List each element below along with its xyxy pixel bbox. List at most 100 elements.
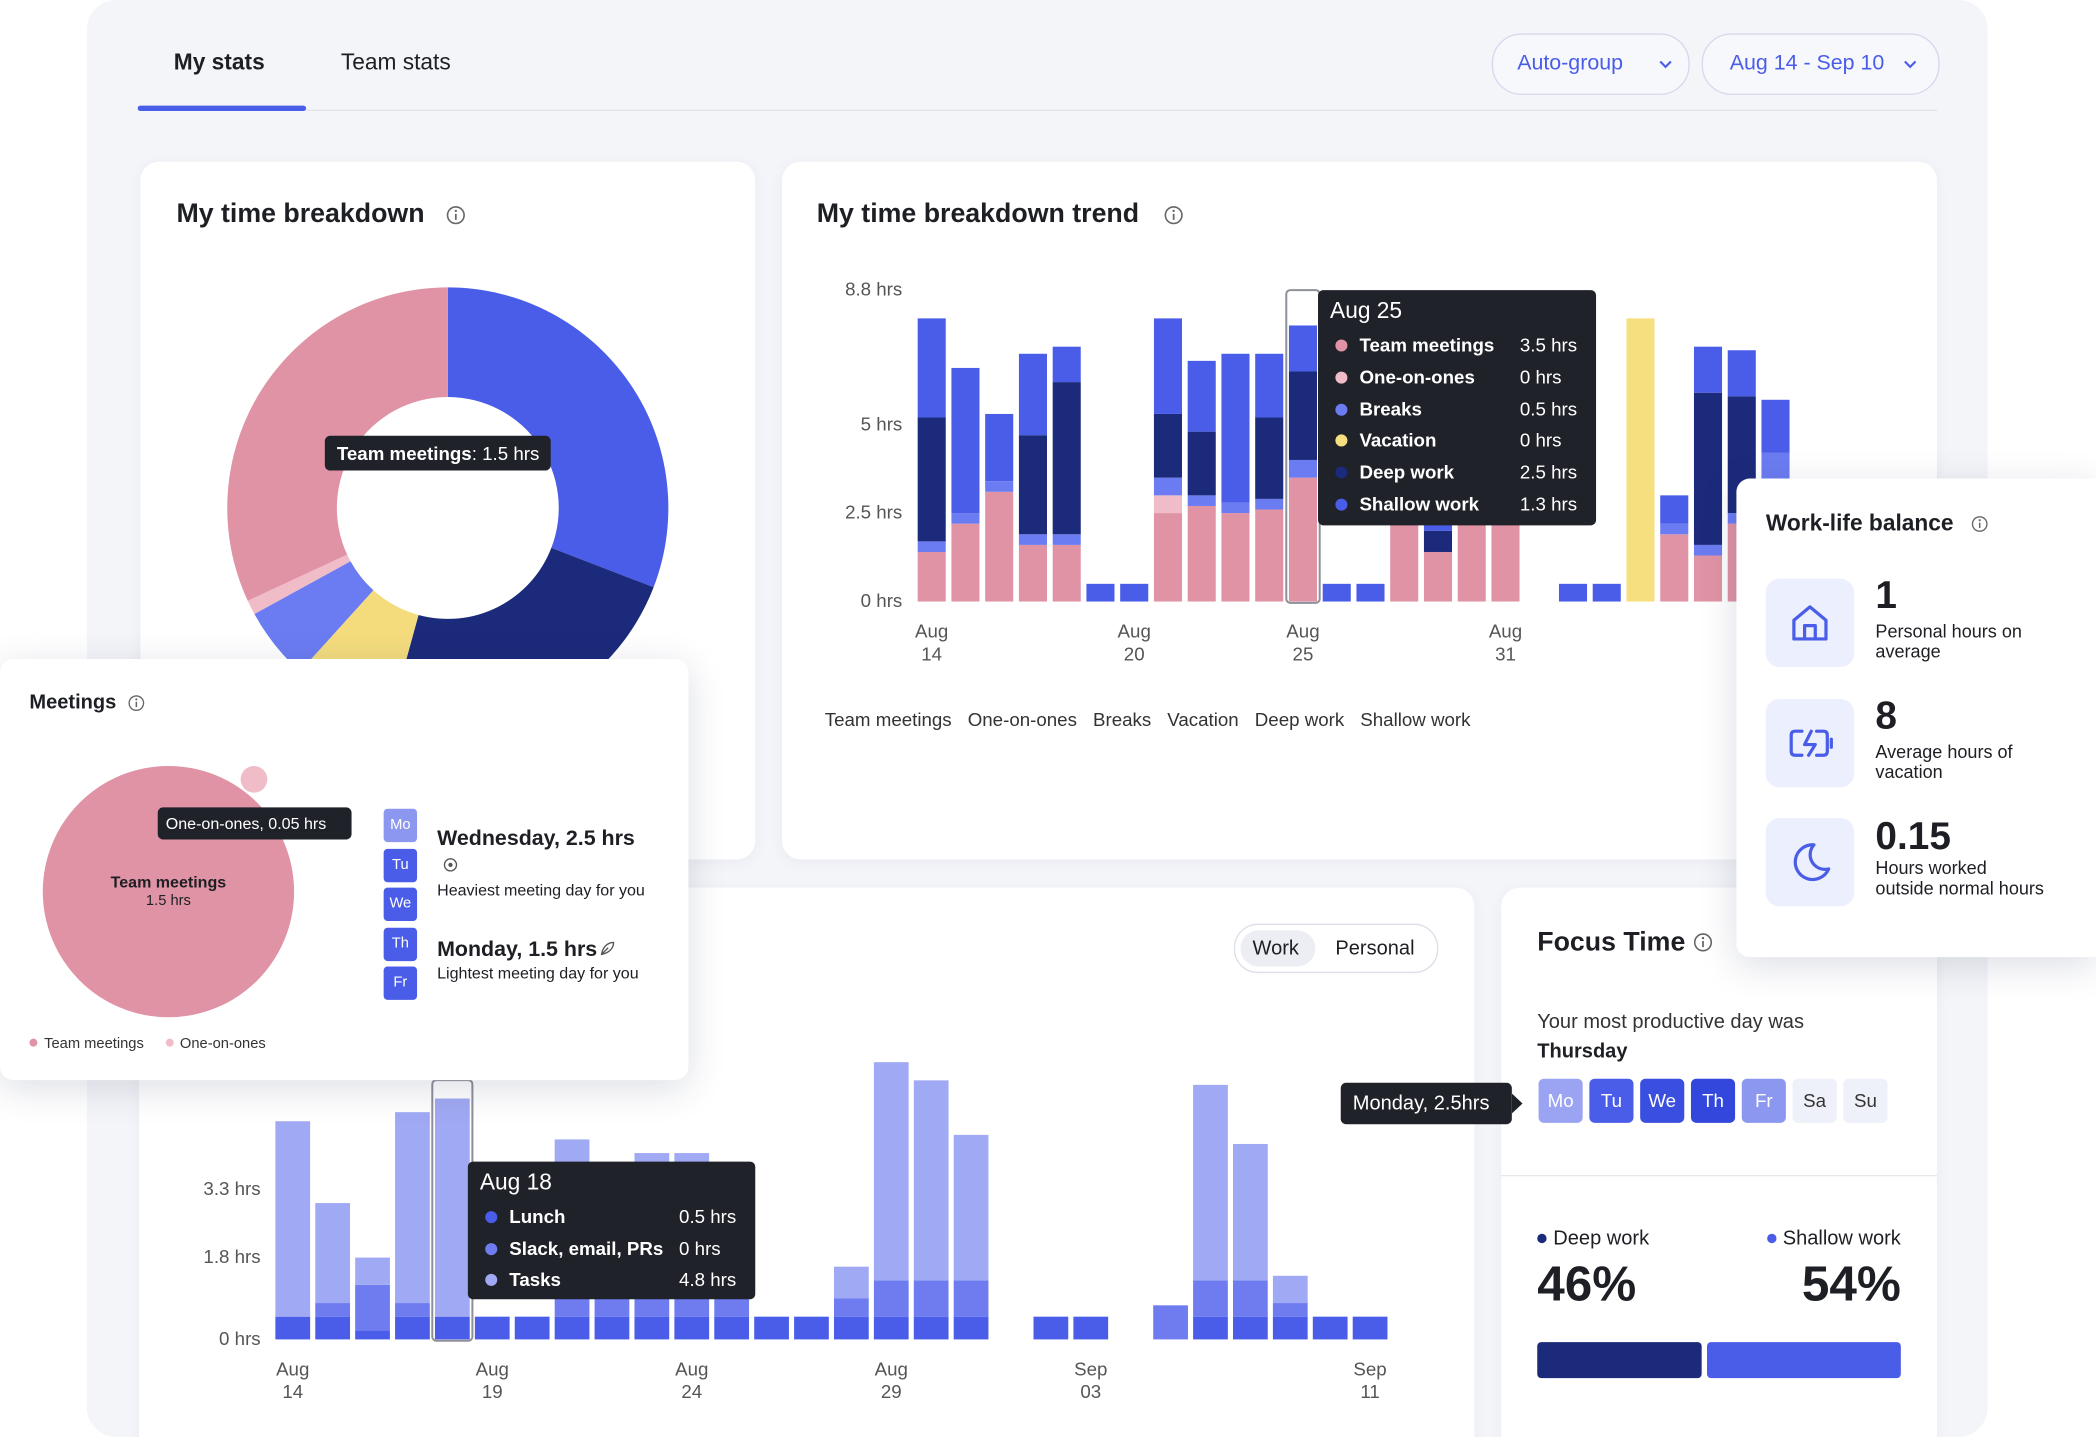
bar-segment [951,513,980,524]
tooltip-label: Team meetings [336,442,472,464]
tooltip-swatch [1335,403,1348,416]
bar-segment [1187,360,1216,432]
chevron [1904,60,1917,69]
bar-segment [985,413,1014,482]
tooltip-swatch [1335,466,1348,479]
bar-segment [1592,583,1621,602]
legend: Team meetings One-on-ones Breaks Vacation De… [825,708,1471,729]
bar-segment [1221,353,1250,503]
bar-segment [1255,353,1284,418]
day-chip: Fr [383,966,418,1001]
bar-segment [873,1280,909,1317]
bar-segment [714,1316,750,1340]
legend-label: Deep work [1254,708,1345,730]
filter-button[interactable]: Auto-group [1491,33,1690,95]
day-chip: Mo [383,808,418,843]
info-icon [1164,206,1183,225]
toggle-option[interactable]: Work [1252,937,1299,960]
icon [600,941,615,956]
icon-box [1765,818,1855,907]
bar-segment [1153,513,1183,602]
bar-segment [1288,459,1318,478]
day-chip: Su [1843,1078,1888,1123]
tooltip-swatch [485,1211,498,1224]
tooltip-swatch [1335,434,1348,447]
legend-label: Deep work [1553,1227,1650,1250]
tab[interactable]: Team stats [340,49,451,75]
bar-segment [1660,495,1689,524]
tooltip-name: Vacation [1359,429,1437,452]
bar-segment [913,1280,949,1317]
bar-segment [1272,1316,1308,1340]
stat-label: Average hours of vacation [1875,741,2013,782]
bar-segment [917,551,946,602]
tab-divider [137,109,1937,111]
bar-segment [1693,346,1723,393]
bar-segment [514,1316,550,1340]
filter-button[interactable]: Aug 14 - Sep 10 [1701,33,1940,95]
bar-segment [953,1280,989,1317]
y-tick-label: 5 hrs [860,412,903,434]
focus-time-card: Focus Time Your most productive day was … [1501,887,1937,1437]
bar-segment [1288,325,1318,372]
bar-segment [1193,1280,1228,1317]
bar-segment [1052,534,1081,545]
legend-label: Team meetings [824,708,952,730]
filter-label: Aug 14 - Sep 10 [1729,52,1885,75]
tooltip-title: Aug 25 [1330,298,1403,324]
legend-label: Team meetings [44,1035,144,1053]
bar-segment [594,1316,630,1340]
y-tick-label: 0 hrs [860,589,903,611]
legend-label: Shallow work [1360,708,1471,730]
work-life-card: Work-life balance 1 Personal hours on av… [1736,478,2096,958]
tooltip-name: Slack, email, PRs [509,1237,664,1259]
tab[interactable]: My stats [173,49,265,75]
day-chip: Mo [1538,1078,1583,1123]
y-tick-label: 2.5 hrs [845,501,903,523]
x-tick-label: Aug 14 [915,620,949,665]
tooltip-name: Tasks [509,1268,561,1290]
x-tick-label: Aug 25 [1286,620,1320,665]
stat-label: Personal hours on average [1875,621,2022,662]
bar-segment [917,417,946,542]
y-tick-label: 8.8 hrs [845,278,903,300]
legend-item: One-on-ones [968,708,1077,729]
bar-segment [1018,544,1047,602]
bar-segment [833,1266,869,1299]
bar-segment [714,1293,750,1317]
bar-segment [1232,1143,1268,1281]
legend-label: One-on-ones [179,1035,266,1053]
highlight-text: Heaviest meeting day for you [437,880,645,900]
bar-segment [674,1293,710,1317]
home-icon [1792,605,1828,641]
highlight-title: Wednesday, 2.5 hrs [437,827,635,851]
bar-segment [1232,1280,1268,1317]
bar-segment [1120,583,1149,602]
legend-item: Shallow work [1360,708,1470,729]
split-value: 46% [1537,1256,1637,1312]
y-tick-label: 0 hrs [219,1327,261,1349]
bar-segment [395,1303,430,1317]
legend-swatch [29,1038,38,1047]
bar-segment [634,1316,670,1340]
legend-item: Breaks [1093,708,1151,729]
card-title: Meetings [29,691,117,714]
donut-segment [447,287,669,588]
filter-label: Auto-group [1517,52,1624,75]
divider [1501,1174,1937,1177]
bar-segment [474,1316,510,1340]
day-chip: Tu [1589,1078,1634,1123]
tooltip-name: One-on-ones [1359,365,1475,388]
tooltip-title: Aug 18 [479,1169,552,1196]
toggle-option[interactable]: Personal [1335,937,1415,960]
bar-segment [1255,498,1284,510]
bar-segment [1356,583,1385,602]
bar-segment [1187,505,1216,602]
bar-segment [1491,513,1520,602]
moon-icon [1793,843,1831,882]
bar-segment [1660,523,1689,535]
bar-segment [1288,477,1318,602]
split-value: 54% [1801,1256,1901,1312]
bar-segment [1052,382,1081,535]
